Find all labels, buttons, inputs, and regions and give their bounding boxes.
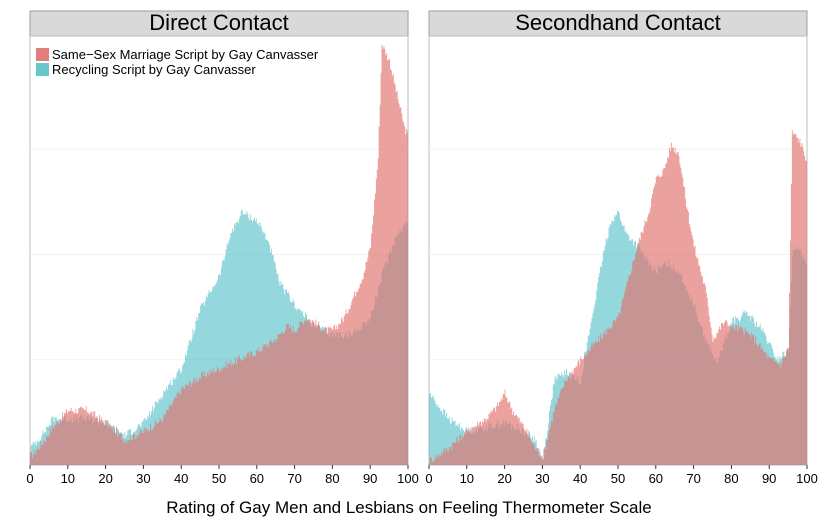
legend-label: Recycling Script by Gay Canvasser [52,62,256,77]
legend-swatch [36,48,49,61]
facet-title: Direct Contact [149,10,288,35]
x-tick-label: 30 [535,471,549,486]
x-tick-label: 100 [397,471,419,486]
x-tick-label: 70 [686,471,700,486]
x-tick-label: 50 [611,471,625,486]
x-tick-label: 10 [61,471,75,486]
panel-1: Direct Contact 0 10 20 30 40 50 60 70 80 90 100 [26,10,418,486]
x-tick-label: 40 [573,471,587,486]
x-tick-label: 60 [649,471,663,486]
x-tick-label: 100 [796,471,818,486]
x-tick-label: 80 [325,471,339,486]
x-tick-label: 40 [174,471,188,486]
x-tick-label: 80 [724,471,738,486]
x-axis-title: Rating of Gay Men and Lesbians on Feelin… [166,498,652,517]
facet-strip [29,10,409,37]
facet-title: Secondhand Contact [515,10,721,35]
legend-label: Same−Sex Marriage Script by Gay Canvasse… [52,47,319,62]
x-tick-label: 60 [250,471,264,486]
x-tick-label: 10 [460,471,474,486]
legend: Same−Sex Marriage Script by Gay Canvasse… [36,47,319,77]
x-tick-label: 0 [26,471,33,486]
x-tick-label: 70 [287,471,301,486]
legend-swatch [36,63,49,76]
x-tick-label: 20 [497,471,511,486]
x-tick-label: 90 [762,471,776,486]
same-sex-marriage-density-area [30,45,408,465]
same-sex-marriage-density-area [429,130,807,466]
x-tick-label: 0 [425,471,432,486]
x-tick-label: 90 [363,471,377,486]
panel-2: Secondhand Contact 0 10 20 30 40 50 60 70 80 90 100 [425,10,817,486]
x-tick-label: 30 [136,471,150,486]
facet-strip [428,10,808,37]
x-tick-label: 20 [98,471,112,486]
x-tick-label: 50 [212,471,226,486]
